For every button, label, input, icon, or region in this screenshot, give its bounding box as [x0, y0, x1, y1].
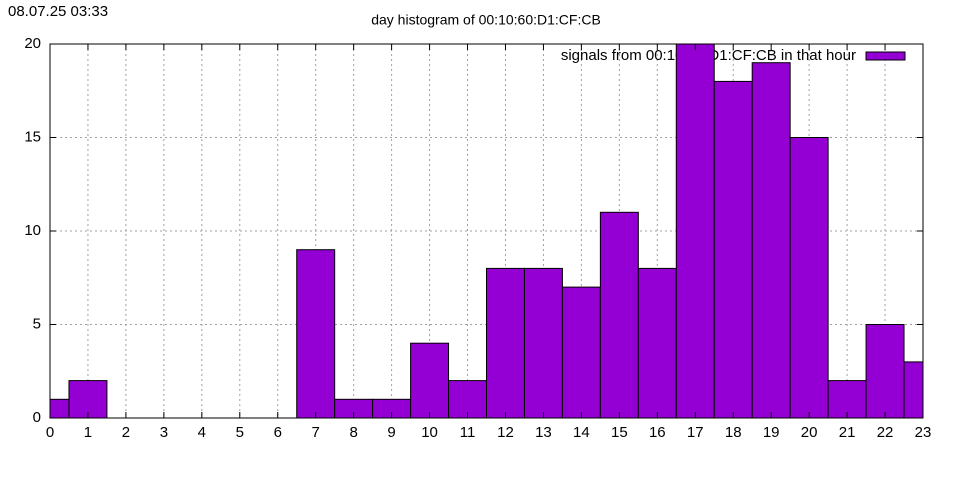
bar: [789, 137, 829, 418]
y-tick-label: 20: [24, 35, 41, 52]
bar: [561, 286, 601, 418]
x-tick-label: 6: [274, 424, 282, 441]
x-tick-label: 0: [46, 424, 54, 441]
x-tick-label: 19: [763, 424, 780, 441]
x-tick-label: 17: [687, 424, 704, 441]
bar: [675, 44, 715, 418]
x-tick-label: 13: [535, 424, 552, 441]
plot-border: [49, 43, 924, 419]
x-tick-label: 22: [877, 424, 894, 441]
y-tick-label: 5: [33, 315, 41, 332]
x-tick-label: 7: [312, 424, 320, 441]
chart-title: day histogram of 00:10:60:D1:CF:CB: [371, 12, 601, 28]
x-tick-label: 20: [801, 424, 818, 441]
bar: [865, 324, 905, 418]
y-tick-label: 15: [24, 128, 41, 145]
x-tick-label: 9: [387, 424, 395, 441]
bar: [637, 267, 677, 418]
bar: [827, 380, 867, 418]
bar: [599, 211, 639, 418]
x-tick-label: 15: [611, 424, 628, 441]
x-tick-label: 21: [839, 424, 856, 441]
bar: [448, 380, 488, 418]
bars: [50, 44, 923, 418]
bar: [486, 267, 525, 418]
legend-swatch: [865, 51, 906, 61]
bar: [751, 62, 791, 418]
bar: [713, 80, 753, 418]
x-tick-label: 18: [725, 424, 742, 441]
x-tick-label: 12: [497, 424, 514, 441]
x-tick-label: 10: [421, 424, 438, 441]
x-tick-label: 16: [649, 424, 666, 441]
bar: [523, 267, 563, 418]
x-tick-label: 1: [84, 424, 92, 441]
x-tick-label: 5: [236, 424, 244, 441]
bar: [296, 249, 336, 418]
x-tick-label: 3: [160, 424, 168, 441]
x-tick-label: 8: [349, 424, 357, 441]
x-tick-label: 14: [573, 424, 590, 441]
bar: [68, 380, 108, 418]
y-tick-label: 0: [33, 409, 41, 426]
x-tick-label: 4: [198, 424, 206, 441]
x-tick-label: 11: [460, 424, 476, 441]
x-tick-label: 2: [122, 424, 130, 441]
x-tick-label: 23: [915, 424, 932, 441]
y-tick-label: 10: [24, 222, 41, 239]
timestamp: 08.07.25 03:33: [8, 3, 108, 20]
bar: [410, 342, 450, 418]
